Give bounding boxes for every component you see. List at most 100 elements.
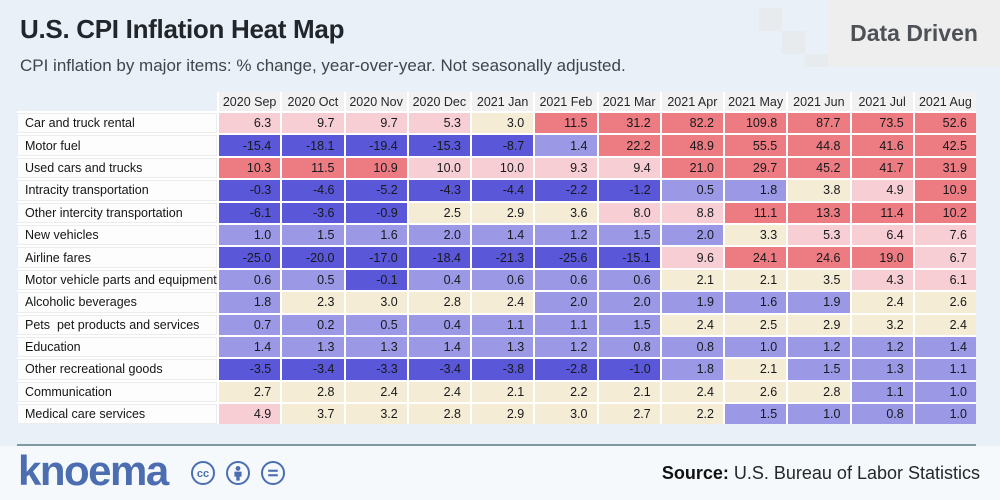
heatmap-cell: 1.5	[282, 224, 344, 246]
heatmap-cell: 41.7	[851, 157, 913, 179]
heatmap-cell: 4.3	[851, 269, 913, 291]
heatmap-cell: 2.0	[408, 224, 470, 246]
heatmap-cell: 1.2	[535, 336, 597, 358]
heatmap-cell: 11.5	[282, 157, 344, 179]
heatmap-cell: 109.8	[725, 113, 787, 134]
heatmap-cell: 0.8	[851, 404, 913, 425]
heatmap-cell: 45.2	[788, 157, 850, 179]
heatmap-cell: 2.6	[914, 292, 976, 313]
row-label: Motor fuel	[17, 135, 217, 156]
heatmap-cell: 10.0	[472, 157, 534, 179]
heatmap-cell: 6.3	[219, 113, 281, 134]
heatmap-cell: 11.5	[535, 113, 597, 134]
heatmap-cell: 1.1	[851, 381, 913, 403]
column-header: 2020 Sep	[219, 92, 281, 111]
row-label: Other recreational goods	[17, 359, 217, 380]
heatmap-cell: 2.3	[282, 292, 344, 313]
row-label: Motor vehicle parts and equipment	[17, 269, 217, 291]
column-header: 2021 Apr	[661, 92, 723, 111]
data-driven-badge: Data Driven	[828, 0, 1000, 67]
heatmap-cell: 2.9	[788, 314, 850, 335]
heatmap-cell: 2.1	[661, 269, 723, 291]
heatmap-cell: 7.6	[914, 224, 976, 246]
heatmap-cell: 1.2	[535, 224, 597, 246]
heatmap-cell: 3.5	[788, 269, 850, 291]
heatmap-cell: -15.4	[219, 135, 281, 156]
heatmap-cell: 1.5	[725, 404, 787, 425]
heatmap-cell: 10.2	[914, 202, 976, 223]
heatmap-cell: -4.6	[282, 180, 344, 201]
heatmap-cell: 1.3	[345, 336, 407, 358]
heatmap-cell: 1.5	[598, 314, 660, 335]
heatmap-cell: 41.6	[851, 135, 913, 156]
heatmap-cell: 42.5	[914, 135, 976, 156]
heatmap-cell: -25.6	[535, 247, 597, 268]
heatmap-cell: -0.1	[345, 269, 407, 291]
heatmap-cell: 22.2	[598, 135, 660, 156]
knoema-logo[interactable]: knoema	[18, 447, 169, 494]
heatmap-cell: -20.0	[282, 247, 344, 268]
row-label: Pets pet products and services	[17, 314, 217, 335]
heatmap-cell: 0.5	[661, 180, 723, 201]
attribution-icon	[225, 461, 250, 485]
heatmap-cell: 0.6	[472, 269, 534, 291]
column-header: 2021 May	[725, 92, 787, 111]
heatmap-cell: 3.6	[535, 202, 597, 223]
heatmap-cell: 0.6	[598, 269, 660, 291]
page-title: U.S. CPI Inflation Heat Map	[20, 14, 345, 44]
heatmap-cell: 8.0	[598, 202, 660, 223]
heatmap-cell: 9.7	[345, 113, 407, 134]
heatmap-cell: 0.6	[219, 269, 281, 291]
heatmap-cell: -3.6	[282, 202, 344, 223]
row-label: Medical care services	[17, 404, 217, 425]
heatmap-cell: 55.5	[725, 135, 787, 156]
footer-bar: knoema cc Source: U.S. Bureau of Labor S…	[0, 446, 1000, 500]
heatmap-cell: 4.9	[851, 180, 913, 201]
heatmap-cell: 2.4	[345, 381, 407, 403]
heatmap-cell: 1.0	[914, 404, 976, 425]
column-header: 2020 Oct	[282, 92, 344, 111]
row-label: Airline fares	[17, 247, 217, 268]
creative-commons-icons[interactable]: cc	[190, 460, 286, 486]
heatmap-cell: 1.4	[472, 224, 534, 246]
heatmap-cell: -1.0	[598, 359, 660, 380]
heatmap-cell: 87.7	[788, 113, 850, 134]
heatmap-cell: 10.9	[345, 157, 407, 179]
heatmap-cell: 1.0	[725, 336, 787, 358]
heatmap-cell: -3.5	[219, 359, 281, 380]
svg-text:cc: cc	[197, 468, 209, 480]
heatmap-cell: -18.4	[408, 247, 470, 268]
heatmap-cell: 10.3	[219, 157, 281, 179]
heatmap-cell: 2.9	[472, 202, 534, 223]
heatmap-cell: 2.0	[598, 292, 660, 313]
heatmap-cell: 4.9	[219, 404, 281, 425]
heatmap-cell: 9.6	[661, 247, 723, 268]
heatmap-cell: 1.9	[661, 292, 723, 313]
heatmap-cell: 2.0	[661, 224, 723, 246]
heatmap-cell: 1.5	[598, 224, 660, 246]
column-header: 2020 Nov	[345, 92, 407, 111]
badge-label: Data Driven	[850, 20, 978, 46]
row-label: Intracity transportation	[17, 180, 217, 201]
heatmap-cell: -8.7	[472, 135, 534, 156]
source-label: Source:	[661, 462, 729, 483]
footer-divider	[17, 444, 976, 446]
heatmap-cell: 2.7	[219, 381, 281, 403]
heatmap-cell: 2.2	[535, 381, 597, 403]
heatmap-cell: 1.8	[661, 359, 723, 380]
heatmap-cell: 2.4	[661, 314, 723, 335]
heatmap-cell: 0.4	[408, 314, 470, 335]
heatmap-cell: 10.0	[408, 157, 470, 179]
heatmap-cell: 1.1	[535, 314, 597, 335]
heatmap-cell: 52.6	[914, 113, 976, 134]
heatmap-cell: 2.5	[725, 314, 787, 335]
heatmap-cell: 9.4	[598, 157, 660, 179]
row-label: Alcoholic beverages	[17, 292, 217, 313]
heatmap-cell: 8.8	[661, 202, 723, 223]
row-label: New vehicles	[17, 224, 217, 246]
heatmap-cell: -18.1	[282, 135, 344, 156]
heatmap-cell: 13.3	[788, 202, 850, 223]
heatmap-cell: 2.7	[598, 404, 660, 425]
heatmap-cell: 5.3	[788, 224, 850, 246]
heatmap-cell: 1.4	[914, 336, 976, 358]
